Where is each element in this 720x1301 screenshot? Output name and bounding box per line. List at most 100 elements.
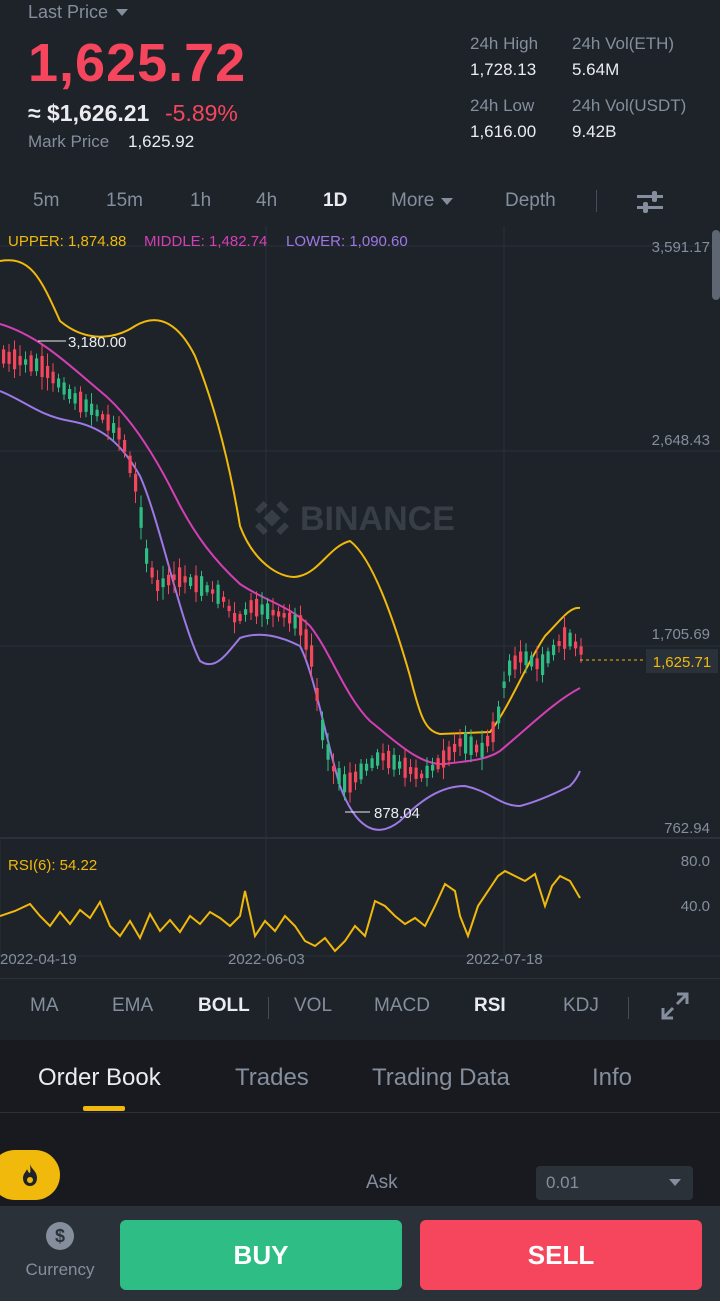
candle bbox=[227, 605, 231, 612]
active-tab-indicator bbox=[83, 1106, 125, 1111]
hot-button[interactable] bbox=[0, 1150, 60, 1200]
rsi-label: RSI(6): 54.22 bbox=[8, 857, 97, 874]
ask-label: Ask bbox=[366, 1172, 398, 1193]
candle bbox=[112, 423, 116, 433]
candle bbox=[167, 574, 171, 586]
candle bbox=[156, 579, 160, 592]
candle bbox=[398, 761, 402, 769]
candle bbox=[62, 382, 66, 395]
boll-upper-label: UPPER: 1,874.88 bbox=[8, 233, 126, 250]
candle bbox=[123, 440, 127, 452]
divider bbox=[268, 997, 269, 1019]
candle bbox=[409, 767, 413, 774]
chevron-down-icon bbox=[669, 1179, 681, 1186]
usd-price: ≈ $1,626.21 bbox=[28, 100, 150, 126]
interval-more-label: More bbox=[391, 190, 435, 211]
candle bbox=[106, 414, 110, 431]
y-label-2: 2,648.43 bbox=[652, 432, 710, 449]
candle bbox=[348, 772, 352, 793]
date-label-3: 2022-07-18 bbox=[466, 951, 543, 968]
candle bbox=[425, 765, 429, 778]
candle bbox=[35, 358, 39, 372]
candle bbox=[46, 366, 50, 378]
indicator-boll[interactable]: BOLL bbox=[198, 995, 250, 1016]
rsi-tick-80: 80.0 bbox=[681, 853, 710, 870]
interval-5m[interactable]: 5m bbox=[33, 190, 60, 211]
interval-4h[interactable]: 4h bbox=[256, 190, 278, 211]
indicator-macd[interactable]: MACD bbox=[374, 995, 430, 1016]
candle bbox=[574, 641, 578, 649]
candle bbox=[238, 614, 242, 621]
sell-button[interactable]: SELL bbox=[420, 1220, 702, 1290]
vol-usdt-value: 9.42B bbox=[572, 122, 617, 141]
candle bbox=[161, 578, 165, 588]
price-change: -5.89% bbox=[165, 100, 238, 126]
action-bar: $ Currency BUY SELL bbox=[0, 1206, 720, 1301]
candle bbox=[502, 681, 506, 688]
candle bbox=[255, 598, 259, 617]
high-value: 1,728.13 bbox=[470, 60, 537, 79]
indicator-vol[interactable]: VOL bbox=[294, 995, 333, 1016]
interval-1h[interactable]: 1h bbox=[190, 190, 212, 211]
tab-order-book[interactable]: Order Book bbox=[38, 1064, 161, 1091]
expand-icon[interactable] bbox=[660, 991, 690, 1026]
chart-canvas[interactable]: BINANCE UPPER: 1,874.88 MIDDLE: 1,482.74… bbox=[0, 226, 720, 976]
low-label: 24h Low bbox=[470, 96, 535, 115]
interval-15m[interactable]: 15m bbox=[106, 190, 143, 211]
indicator-ma[interactable]: MA bbox=[30, 995, 59, 1016]
candle bbox=[145, 548, 149, 564]
dollar-icon: $ bbox=[46, 1222, 74, 1250]
boll-lower-label: LOWER: 1,090.60 bbox=[286, 233, 408, 250]
interval-depth[interactable]: Depth bbox=[505, 190, 556, 211]
candle bbox=[579, 646, 583, 655]
candle bbox=[260, 604, 264, 615]
tab-trades[interactable]: Trades bbox=[235, 1064, 309, 1091]
candle bbox=[513, 655, 517, 670]
kline-chart[interactable]: BINANCE UPPER: 1,874.88 MIDDLE: 1,482.74… bbox=[0, 226, 720, 976]
candle bbox=[271, 609, 275, 616]
candle bbox=[365, 763, 369, 771]
candle bbox=[535, 658, 539, 670]
candle bbox=[436, 758, 440, 770]
candle bbox=[332, 765, 336, 772]
indicator-kdj[interactable]: KDJ bbox=[563, 995, 599, 1016]
indicator-ema[interactable]: EMA bbox=[112, 995, 154, 1016]
candle bbox=[310, 645, 314, 667]
settings-sliders-icon[interactable] bbox=[636, 188, 664, 221]
currency-button[interactable]: $ Currency bbox=[20, 1222, 100, 1280]
interval-more[interactable]: More bbox=[391, 190, 454, 212]
boll-upper-line bbox=[0, 259, 581, 736]
tab-info[interactable]: Info bbox=[592, 1064, 633, 1091]
chevron-down-icon bbox=[116, 9, 129, 16]
candle bbox=[178, 567, 182, 588]
low-marker: 878.04 bbox=[374, 805, 420, 822]
interval-1d[interactable]: 1D bbox=[323, 190, 348, 211]
chart-scrollbar[interactable] bbox=[712, 230, 720, 300]
precision-select[interactable]: 0.01 bbox=[536, 1166, 693, 1200]
tab-trading-data[interactable]: Trading Data bbox=[372, 1064, 510, 1091]
candle bbox=[508, 660, 512, 676]
precision-value: 0.01 bbox=[546, 1173, 580, 1192]
candle bbox=[134, 473, 138, 492]
candle bbox=[40, 356, 44, 377]
candle bbox=[150, 567, 154, 578]
candle bbox=[359, 763, 363, 780]
vol-eth-value: 5.64M bbox=[572, 60, 620, 79]
candle bbox=[376, 752, 380, 766]
interval-bar: 5m 15m 1h 4h 1D More Depth bbox=[0, 180, 720, 224]
last-price-selector[interactable]: Last Price bbox=[28, 2, 129, 23]
candle bbox=[530, 655, 534, 667]
candle bbox=[90, 403, 94, 415]
candle bbox=[541, 654, 545, 675]
y-label-bottom: 762.94 bbox=[664, 820, 710, 837]
candle bbox=[442, 750, 446, 768]
vol-eth-label: 24h Vol(ETH) bbox=[572, 34, 675, 53]
buy-button[interactable]: BUY bbox=[120, 1220, 402, 1290]
candle bbox=[403, 757, 407, 778]
candle bbox=[266, 603, 270, 620]
candle bbox=[381, 753, 385, 761]
indicator-rsi[interactable]: RSI bbox=[474, 995, 506, 1016]
indicator-bar: MA EMA BOLL VOL MACD RSI KDJ bbox=[0, 978, 720, 1034]
last-price: 1,625.72 bbox=[28, 33, 247, 93]
y-label-3: 1,705.69 bbox=[652, 626, 710, 643]
